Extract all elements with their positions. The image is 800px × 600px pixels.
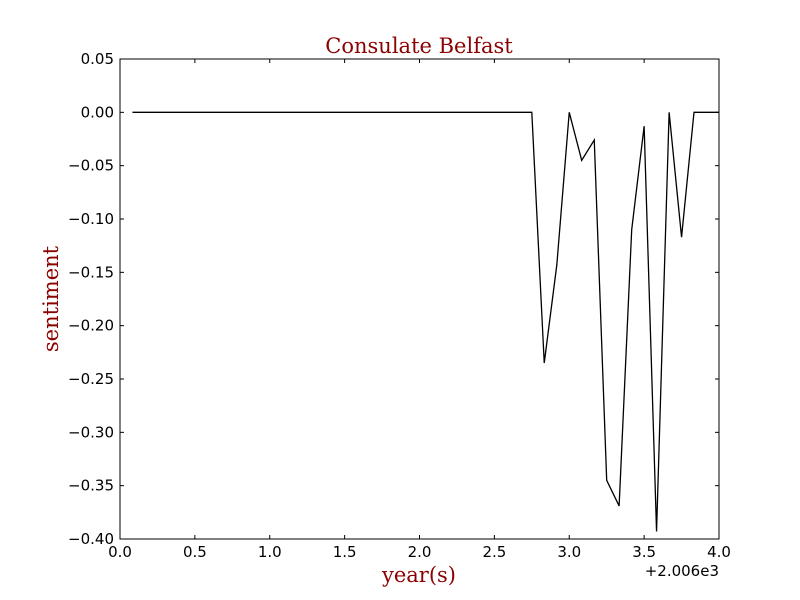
y-tick-label: −0.25	[68, 370, 114, 388]
series-line	[132, 111, 719, 532]
plot-frame	[119, 58, 720, 540]
x-axis-label: year(s)	[381, 563, 456, 587]
y-tick-label: 0.05	[81, 50, 114, 68]
y-tick-label: −0.40	[68, 530, 114, 548]
x-tick-label: 3.5	[632, 543, 656, 561]
y-tick-label: −0.35	[68, 477, 114, 495]
x-tick-label: 2.0	[408, 543, 432, 561]
x-tick-label: 2.5	[482, 543, 506, 561]
x-tick-label: 1.5	[333, 543, 357, 561]
y-tick-label: −0.30	[68, 423, 114, 441]
chart-title: Consulate Belfast	[325, 34, 513, 58]
y-tick-label: −0.05	[68, 157, 114, 175]
y-tick-label: −0.20	[68, 317, 114, 335]
y-tick-label: 0.00	[81, 103, 114, 121]
x-tick-label: 4.0	[707, 543, 731, 561]
x-axis-offset-label: +2.006e3	[645, 562, 719, 580]
y-tick-label: −0.15	[68, 263, 114, 281]
x-tick-label: 0.0	[108, 543, 132, 561]
y-tick-label: −0.10	[68, 210, 114, 228]
x-tick-label: 1.0	[258, 543, 282, 561]
tick-labels: 0.0 0.5 1.0 1.5 2.0 2.5 3.0 3.5 4.0 0.05 0.00 −0.05…	[68, 50, 731, 561]
x-tick-label: 0.5	[183, 543, 207, 561]
x-tick-label: 3.0	[557, 543, 581, 561]
y-axis-label: sentiment	[39, 245, 63, 352]
